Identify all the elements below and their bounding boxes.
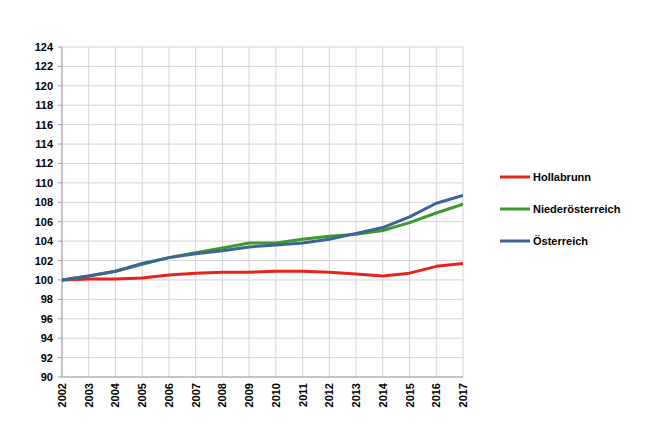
y-tick-label: 98 [41,293,53,305]
grid-line-y [62,241,463,242]
chart: 90 92 94 96 98 100 102 104 106 108 110 112 114 116 118… [0,0,669,432]
x-tick-label: 2006 [163,383,175,407]
y-axis [62,47,63,377]
x-tick-label: 2013 [350,383,362,407]
grid-line-y [62,182,463,183]
grid-line-x [249,47,250,377]
grid-line-y [62,163,463,164]
y-tick [58,377,62,378]
y-tick-label: 110 [35,177,53,189]
y-tick-label: 120 [35,80,53,92]
x-tick-label: 2017 [457,383,469,407]
legend-swatch [500,208,530,211]
legend-label: Niederösterreich [533,203,621,215]
y-tick-label: 116 [35,119,53,131]
y-tick-label: 90 [41,371,53,383]
grid-line-x [195,47,196,377]
y-tick-label: 102 [35,255,53,267]
y-tick [58,202,62,203]
y-tick-label: 92 [41,352,53,364]
y-tick [58,144,62,145]
plot-area [62,196,463,280]
x-tick-label: 2011 [297,383,309,407]
grid-line-y [62,202,463,203]
grid-line-x [329,47,330,377]
grid-line-x [275,47,276,377]
y-tick [58,338,62,339]
y-tick [58,85,62,86]
grid-line-x [88,47,89,377]
y-tick [58,279,62,280]
grid-line-x [409,47,410,377]
grid-line-x [115,47,116,377]
legend-label: Österreich [533,235,588,247]
y-tick-label: 118 [35,99,53,111]
grid-line-y [62,144,463,145]
x-tick-label: 2002 [56,383,68,407]
x-axis [62,377,463,378]
grid-line-y [62,85,463,86]
grid-line-y [62,377,463,378]
y-tick [58,241,62,242]
y-tick [58,182,62,183]
y-tick [58,221,62,222]
grid-line-y [62,318,463,319]
x-tick-label: 2008 [216,383,228,407]
x-tick-label: 2014 [377,382,389,407]
grid-line-y [62,299,463,300]
y-tick-label: 122 [35,60,53,72]
y-tick [58,299,62,300]
x-tick-label: 2005 [136,383,148,407]
series-line [62,196,463,280]
grid-line-x [168,47,169,377]
legend-swatch [500,176,530,179]
legend-swatch [500,240,530,243]
x-tick-label: 2012 [323,383,335,407]
grid-line-y [62,66,463,67]
grid-line-y [62,338,463,339]
x-tick-label: 2010 [270,383,282,407]
grid-line-y [62,357,463,358]
grid-line-x [142,47,143,377]
x-tick-label: 2003 [83,383,95,407]
grid-line-y [62,47,463,48]
y-tick [58,260,62,261]
y-tick [58,47,62,48]
grid-line-y [62,124,463,125]
series-line [62,263,463,280]
y-tick [58,357,62,358]
y-tick [58,124,62,125]
grid-line-x [302,47,303,377]
y-tick-label: 100 [35,274,53,286]
grid-line-x [356,47,357,377]
grid-line-x [62,47,63,377]
x-tick-label: 2004 [109,382,121,407]
grid-line-x [222,47,223,377]
y-tick-label: 106 [35,216,53,228]
y-tick [58,66,62,67]
x-tick-label: 2016 [430,383,442,407]
y-tick-label: 94 [41,332,54,344]
x-tick-label: 2007 [190,383,202,407]
grid-line-y [62,260,463,261]
y-tick [58,105,62,106]
y-tick [58,318,62,319]
y-tick-label: 96 [41,313,53,325]
legend-label: Hollabrunn [533,171,591,183]
x-tick-label: 2009 [243,383,255,407]
y-tick-label: 114 [35,138,54,150]
grid-line-x [382,47,383,377]
y-tick-label: 124 [35,41,54,53]
y-tick [58,163,62,164]
x-tick-label: 2015 [404,383,416,407]
grid-line-x [463,47,464,377]
grid-line-y [62,221,463,222]
grid-line-y [62,105,463,106]
y-tick-label: 112 [35,157,53,169]
y-tick-label: 108 [35,196,53,208]
y-tick-label: 104 [35,235,54,247]
